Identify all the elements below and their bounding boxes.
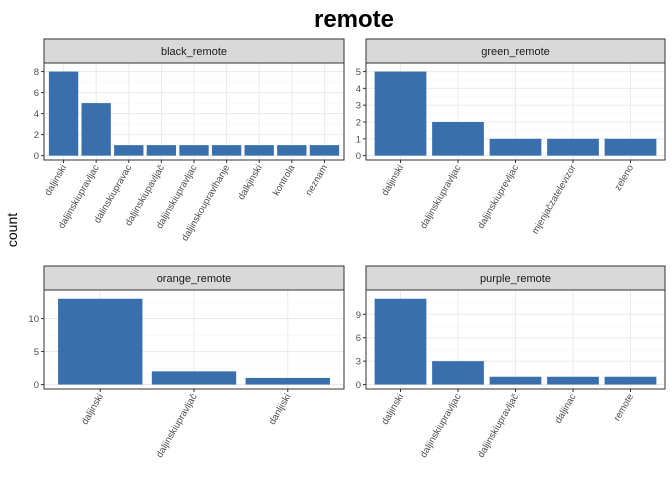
y-tick-label: 0 xyxy=(356,380,361,391)
bar xyxy=(547,376,599,385)
bar xyxy=(211,145,242,156)
facet-strip-label: black_remote xyxy=(161,46,227,58)
bar xyxy=(489,376,542,385)
facet-strip xyxy=(43,265,345,291)
y-tick-label: 4 xyxy=(356,84,361,95)
y-tick-label: 3 xyxy=(356,357,361,368)
bar xyxy=(245,377,330,385)
y-tick-label: 6 xyxy=(34,88,39,99)
bar xyxy=(179,145,209,156)
bar xyxy=(604,138,657,156)
x-tick-label: daljinskiupravljač xyxy=(154,392,200,460)
bar xyxy=(151,371,237,385)
y-tick-label: 8 xyxy=(34,67,39,78)
facet-strip-label: green_remote xyxy=(481,46,550,58)
y-tick-label: 10 xyxy=(28,314,39,325)
bar xyxy=(309,145,340,156)
x-tick-label: zeleno xyxy=(613,163,637,193)
bar xyxy=(547,138,599,156)
panel-orange-remote: orange_remote 0 5 10 daljinski daljinskiuprav… xyxy=(28,265,345,460)
y-tick-label: 5 xyxy=(356,67,361,78)
panel-border xyxy=(365,62,666,161)
y-tick-label: 5 xyxy=(34,347,39,358)
x-tick-label: neznam xyxy=(304,163,330,198)
facet-strip-label: purple_remote xyxy=(480,273,551,285)
y-tick-label: 1 xyxy=(356,134,361,145)
bar xyxy=(48,71,79,156)
x-tick-label: daljinski xyxy=(79,392,105,427)
bar xyxy=(146,145,177,156)
panel-black-remote: black_remote02468daljinskidaljinskiuprav… xyxy=(34,38,345,243)
panel-purple-remote: purple_remote 0 3 6 9 daljinski daljinskiuprav… xyxy=(356,265,666,460)
bar xyxy=(81,103,111,156)
bar xyxy=(604,376,657,385)
panels-group: black_remote 0 2 4 6 8 daljinski daljinskiuprav… xyxy=(28,38,666,460)
x-tick-label: daljinski xyxy=(43,163,69,198)
x-tick-label: daljinski xyxy=(380,163,406,198)
y-tick-label: 0 xyxy=(34,380,39,391)
panel-border xyxy=(365,289,666,390)
y-tick-label: 0 xyxy=(34,151,39,162)
facet-strip-label: orange_remote xyxy=(157,273,232,285)
bar xyxy=(489,138,542,156)
y-axis-label: count xyxy=(4,213,20,247)
bar xyxy=(114,145,144,156)
x-tick-label: daljinac xyxy=(553,392,579,426)
bar xyxy=(277,145,307,156)
y-tick-label: 2 xyxy=(356,118,361,129)
x-tick-label: kontrola xyxy=(271,162,298,197)
y-tick-label: 6 xyxy=(356,333,361,344)
panel-border xyxy=(43,62,345,161)
bar xyxy=(58,298,143,385)
x-tick-label: daljinskiupravljač xyxy=(476,392,522,460)
y-tick-label: 0 xyxy=(356,151,361,162)
x-tick-label: danljiski xyxy=(267,392,293,427)
bar xyxy=(244,145,274,156)
y-tick-label: 3 xyxy=(356,101,361,112)
x-tick-label: dalkjinski xyxy=(236,163,265,202)
y-tick-label: 4 xyxy=(34,109,39,120)
x-tick-label: daljinski xyxy=(380,392,406,427)
bar xyxy=(432,361,484,385)
bar xyxy=(374,298,427,385)
chart-title: remote xyxy=(314,6,394,33)
bar xyxy=(432,122,484,156)
facet-strip xyxy=(43,38,345,64)
panel-border xyxy=(43,289,345,390)
x-tick-label: daljinskiupravljac xyxy=(418,163,464,231)
y-tick-label: 9 xyxy=(356,310,361,321)
panel-green-remote: green_remote 0 1 2 3 4 5 daljinski daljinskiupra… xyxy=(356,38,666,236)
y-tick-label: 2 xyxy=(34,130,39,141)
x-tick-label: remote xyxy=(612,392,636,423)
x-tick-label: daljinskiuprevljac xyxy=(476,163,522,231)
x-tick-label: mjenjačzatelevizor xyxy=(530,163,579,236)
bar xyxy=(374,71,427,156)
x-tick-label: daljinskiupravljac xyxy=(418,392,464,460)
